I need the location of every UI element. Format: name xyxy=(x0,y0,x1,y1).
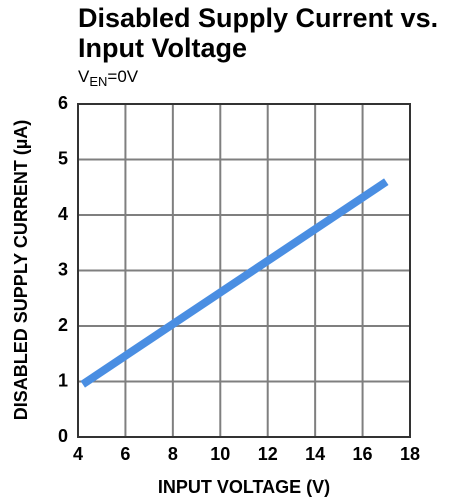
x-tick-label: 6 xyxy=(120,444,130,464)
y-tick-label: 1 xyxy=(58,370,68,390)
y-tick-label: 3 xyxy=(58,259,68,279)
x-tick-label: 18 xyxy=(400,444,420,464)
x-tick-label: 14 xyxy=(305,444,325,464)
data-line xyxy=(80,178,389,388)
y-tick-label: 6 xyxy=(58,93,68,113)
y-axis-label: DISABLED SUPPLY CURRENT (µA) xyxy=(11,120,31,420)
y-tick-label: 0 xyxy=(58,426,68,446)
subtitle-part: =0V xyxy=(107,67,138,86)
x-tick-label: 16 xyxy=(353,444,373,464)
y-tick-label: 5 xyxy=(58,148,68,168)
chart-title: Input Voltage xyxy=(78,33,247,63)
subtitle-subscript: EN xyxy=(89,74,107,89)
y-tick-label: 2 xyxy=(58,315,68,335)
x-tick-label: 4 xyxy=(73,444,83,464)
plot-frame xyxy=(77,103,411,438)
x-tick-label: 10 xyxy=(210,444,230,464)
chart-subtitle: VEN=0V xyxy=(78,67,139,89)
x-axis-label: INPUT VOLTAGE (V) xyxy=(158,477,330,497)
y-tick-label: 4 xyxy=(58,204,68,224)
x-tick-label: 12 xyxy=(258,444,278,464)
chart-title: Disabled Supply Current vs. xyxy=(78,3,438,33)
x-tick-label: 8 xyxy=(168,444,178,464)
subtitle-part: V xyxy=(78,67,90,86)
